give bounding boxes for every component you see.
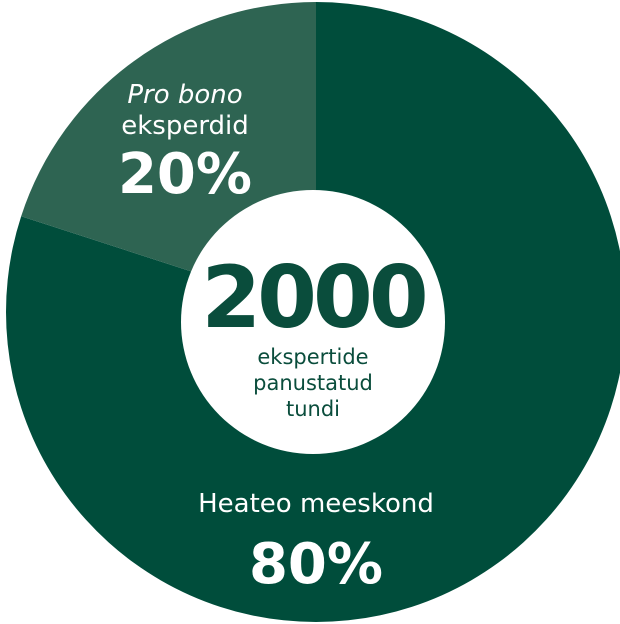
slice-value-probono: 20% — [118, 142, 252, 207]
center-caption-line-1: ekspertide — [257, 345, 368, 369]
slice-label-probono-line-1: Pro bono — [127, 80, 242, 110]
slice-label-probono-line-2: eksperdid — [121, 111, 249, 141]
center-caption-line-3: tundi — [286, 397, 340, 421]
center-total: 2000 — [201, 248, 425, 348]
center-disc — [181, 190, 445, 454]
center-caption-line-2: panustatud — [253, 371, 373, 395]
slice-value-heateo-meeskond: 80% — [249, 532, 383, 597]
slice-label-heateo-meeskond: Heateo meeskond — [198, 489, 434, 519]
